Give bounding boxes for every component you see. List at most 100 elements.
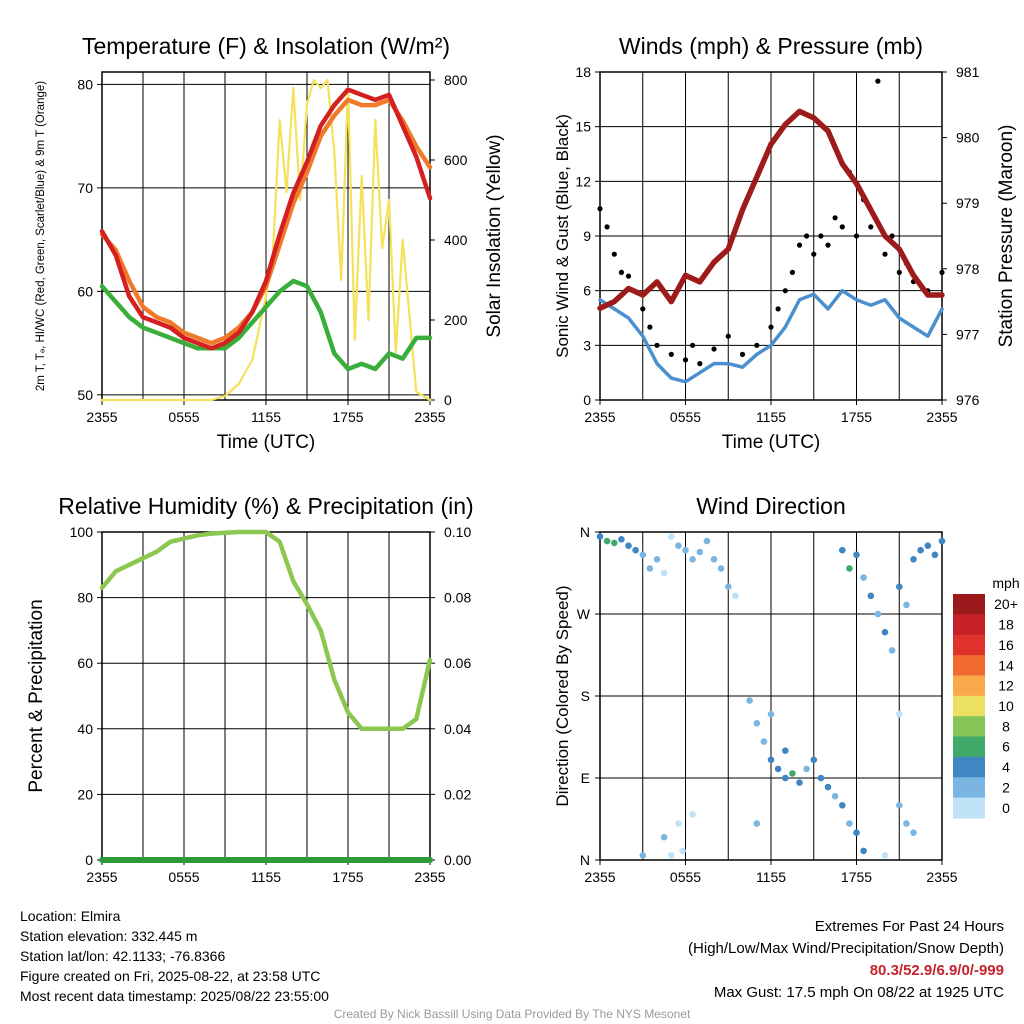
series-line-0 <box>99 529 433 732</box>
direction-point <box>839 546 846 554</box>
direction-point <box>881 852 889 859</box>
direction-point <box>789 770 796 777</box>
gust-point <box>739 351 746 357</box>
direction-point <box>767 756 775 764</box>
y-tick-label: 6 <box>583 283 591 299</box>
colorbar-label: 0 <box>1002 800 1010 816</box>
y2-axis-label: Station Pressure (Maroon) <box>996 125 1017 348</box>
x-tick-label: 0555 <box>168 409 199 425</box>
recent-timestamp: Most recent data timestamp: 2025/08/22 2… <box>20 988 329 1004</box>
chart-title: Relative Humidity (%) & Precipitation (i… <box>58 493 473 519</box>
gust-point <box>818 233 824 239</box>
gust-point <box>640 306 646 312</box>
y-tick-label: 70 <box>77 180 93 196</box>
x-tick-label: 2355 <box>414 869 445 885</box>
direction-point <box>931 551 939 559</box>
colorbar-swatch <box>953 594 985 615</box>
direction-point <box>824 783 832 791</box>
x-tick-label: 2355 <box>86 409 117 425</box>
chart-title: Temperature (F) & Insolation (W/m²) <box>82 33 450 59</box>
x-axis-label: Time (UTC) <box>217 432 316 453</box>
direction-point <box>831 792 839 800</box>
gust-point <box>654 342 660 348</box>
direction-point <box>689 811 696 818</box>
gust-point <box>782 288 788 294</box>
y-tick-label: 60 <box>77 283 93 299</box>
y2-tick-label: 0.10 <box>444 524 471 540</box>
series-line-3 <box>100 78 432 402</box>
colorbar-label: 12 <box>998 678 1014 694</box>
y-axis-label: Percent & Precipitation <box>26 599 47 792</box>
colorbar-label: 20+ <box>994 596 1018 612</box>
gust-point <box>775 306 781 312</box>
colorbar-swatch <box>953 695 985 717</box>
x-tick-label: 1155 <box>756 409 786 425</box>
gust-point <box>682 357 689 363</box>
colorbar-swatch <box>953 655 985 676</box>
direction-point <box>632 546 639 554</box>
y-tick-label: 20 <box>77 786 93 802</box>
direction-point <box>903 820 910 827</box>
x-tick-label: 0555 <box>670 409 701 425</box>
station-latlon: Station lat/lon: 42.1133; -76.8366 <box>20 948 226 964</box>
extremes-title: Extremes For Past 24 Hours <box>814 918 1004 935</box>
x-tick-label: 1755 <box>841 409 872 425</box>
direction-point <box>625 542 632 549</box>
gust-point <box>825 242 831 248</box>
colorbar-label: 6 <box>1002 739 1010 755</box>
direction-point <box>817 774 825 782</box>
y-tick-label: 50 <box>77 387 93 403</box>
direction-point <box>596 533 604 540</box>
gust-point <box>690 342 696 348</box>
station-elevation: Station elevation: 332.445 m <box>20 928 198 944</box>
y2-tick-label: 600 <box>444 152 468 168</box>
y2-tick-label: 800 <box>444 72 468 88</box>
direction-point <box>796 779 803 786</box>
direction-point <box>803 765 810 773</box>
direction-point <box>910 829 917 836</box>
gust-point <box>668 351 674 357</box>
gust-point <box>832 215 838 221</box>
direction-point <box>668 533 675 540</box>
direction-point <box>639 551 647 559</box>
max-gust: Max Gust: 17.5 mph On 08/22 at 1925 UTC <box>713 984 1004 1001</box>
x-tick-label: 1755 <box>332 869 363 885</box>
direction-point <box>924 542 932 549</box>
y2-tick-label: 976 <box>956 392 980 408</box>
station-info: Location: Elmira Station elevation: 332.… <box>20 906 329 1006</box>
y-tick-label: 60 <box>77 655 93 671</box>
direction-point <box>881 628 889 636</box>
x-tick-label: 2355 <box>584 869 615 885</box>
series-line-0 <box>99 87 433 351</box>
x-tick-label: 1155 <box>251 409 281 425</box>
direction-point <box>860 574 867 581</box>
gust-point <box>697 361 703 367</box>
gust-point <box>711 346 717 352</box>
gust-point <box>939 269 945 275</box>
x-tick-label: 1755 <box>332 409 363 425</box>
direction-point <box>910 556 917 563</box>
direction-point <box>846 820 853 827</box>
x-tick-label: 1155 <box>756 869 786 885</box>
y-tick-label: W <box>577 606 591 622</box>
colorbar-swatch <box>953 736 985 758</box>
direction-point <box>639 852 647 859</box>
direction-point <box>760 738 768 745</box>
gust-point <box>839 224 845 230</box>
x-tick-label: 0555 <box>670 869 701 885</box>
direction-point <box>874 610 882 618</box>
y2-tick-label: 0.04 <box>444 721 471 737</box>
direction-point <box>839 802 846 809</box>
x-tick-label: 2355 <box>926 869 957 885</box>
x-tick-label: 1755 <box>841 869 872 885</box>
direction-point <box>660 569 668 577</box>
gust-point <box>804 233 810 239</box>
y2-tick-label: 981 <box>956 64 980 80</box>
chart-panel-2: Relative Humidity (%) & Precipitation (i… <box>26 493 474 885</box>
colorbar-title: mph <box>992 575 1019 591</box>
y-tick-label: 0 <box>85 852 93 868</box>
y-tick-label: 18 <box>575 64 591 80</box>
direction-point <box>746 697 753 704</box>
